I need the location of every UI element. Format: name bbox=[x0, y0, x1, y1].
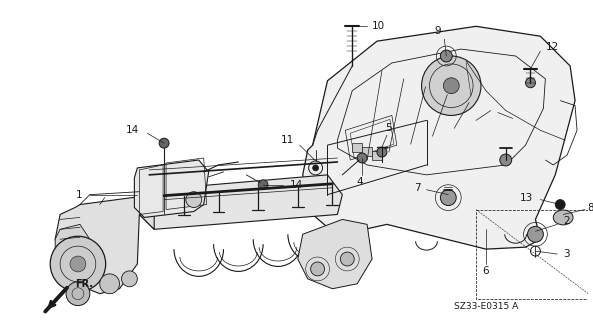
Text: 11: 11 bbox=[280, 135, 294, 145]
Text: SZ33-E0315 A: SZ33-E0315 A bbox=[454, 302, 518, 311]
Polygon shape bbox=[303, 26, 575, 249]
Circle shape bbox=[70, 256, 86, 272]
Polygon shape bbox=[135, 160, 209, 217]
Text: FR.: FR. bbox=[75, 279, 93, 289]
Circle shape bbox=[441, 50, 452, 62]
Text: 10: 10 bbox=[372, 21, 385, 31]
Circle shape bbox=[441, 190, 456, 205]
Polygon shape bbox=[138, 175, 342, 229]
Circle shape bbox=[377, 147, 387, 157]
Text: 4: 4 bbox=[357, 177, 364, 187]
Circle shape bbox=[66, 282, 90, 306]
Bar bbox=[476, 210, 593, 299]
Text: 2: 2 bbox=[563, 216, 570, 226]
Text: 3: 3 bbox=[563, 249, 570, 259]
Circle shape bbox=[422, 56, 481, 116]
Text: 12: 12 bbox=[546, 42, 559, 52]
Text: 6: 6 bbox=[483, 266, 489, 276]
Polygon shape bbox=[55, 224, 90, 274]
Circle shape bbox=[159, 138, 169, 148]
Text: 9: 9 bbox=[435, 26, 441, 36]
Circle shape bbox=[525, 78, 535, 88]
Circle shape bbox=[555, 200, 565, 210]
Circle shape bbox=[444, 78, 459, 94]
Ellipse shape bbox=[553, 210, 573, 225]
Bar bbox=[352, 143, 362, 152]
Circle shape bbox=[528, 226, 543, 242]
Circle shape bbox=[122, 271, 138, 287]
Text: 5: 5 bbox=[385, 123, 392, 133]
Text: 14: 14 bbox=[126, 125, 139, 135]
Bar bbox=[362, 147, 372, 156]
Text: 14: 14 bbox=[290, 180, 303, 190]
Circle shape bbox=[186, 192, 202, 208]
Circle shape bbox=[311, 262, 324, 276]
Text: 13: 13 bbox=[520, 193, 534, 203]
Circle shape bbox=[100, 274, 120, 294]
Circle shape bbox=[313, 165, 318, 171]
Circle shape bbox=[258, 180, 268, 190]
Circle shape bbox=[340, 252, 354, 266]
Text: 7: 7 bbox=[414, 183, 420, 193]
Text: 8: 8 bbox=[587, 203, 593, 212]
Circle shape bbox=[50, 236, 106, 292]
Bar bbox=[372, 151, 382, 160]
Circle shape bbox=[357, 153, 367, 163]
Polygon shape bbox=[55, 195, 154, 294]
Circle shape bbox=[500, 154, 512, 166]
Text: 1: 1 bbox=[76, 190, 83, 200]
Polygon shape bbox=[298, 220, 372, 289]
